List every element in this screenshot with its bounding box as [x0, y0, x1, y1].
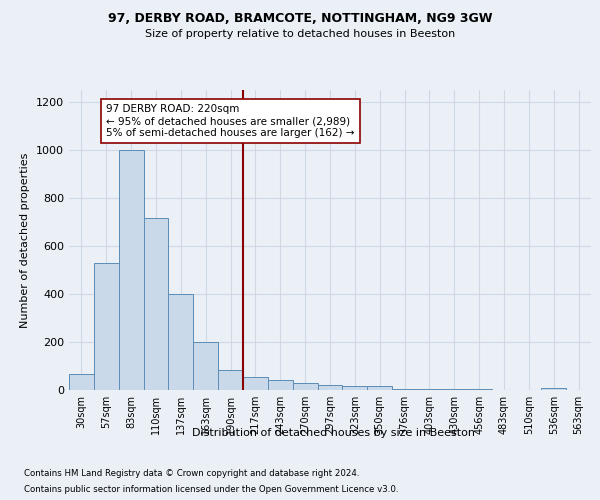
Bar: [392, 389, 417, 390]
Bar: [417, 389, 442, 390]
Text: 97 DERBY ROAD: 220sqm
← 95% of detached houses are smaller (2,989)
5% of semi-de: 97 DERBY ROAD: 220sqm ← 95% of detached …: [106, 104, 355, 138]
Text: Size of property relative to detached houses in Beeston: Size of property relative to detached ho…: [145, 29, 455, 39]
Bar: [442, 389, 467, 390]
Bar: [169, 294, 193, 390]
Bar: [343, 386, 367, 390]
Bar: [218, 370, 243, 390]
Text: Contains public sector information licensed under the Open Government Licence v3: Contains public sector information licen…: [24, 484, 398, 494]
Bar: [317, 385, 343, 390]
Bar: [143, 218, 169, 390]
Bar: [243, 377, 268, 390]
Text: 97, DERBY ROAD, BRAMCOTE, NOTTINGHAM, NG9 3GW: 97, DERBY ROAD, BRAMCOTE, NOTTINGHAM, NG…: [108, 12, 492, 26]
Bar: [268, 380, 293, 390]
Bar: [367, 386, 392, 390]
Bar: [467, 389, 491, 390]
Bar: [293, 383, 317, 390]
Bar: [193, 342, 218, 390]
Bar: [94, 263, 119, 390]
Bar: [69, 374, 94, 390]
Bar: [119, 150, 143, 390]
Text: Distribution of detached houses by size in Beeston: Distribution of detached houses by size …: [191, 428, 475, 438]
Text: Contains HM Land Registry data © Crown copyright and database right 2024.: Contains HM Land Registry data © Crown c…: [24, 470, 359, 478]
Bar: [541, 388, 566, 390]
Y-axis label: Number of detached properties: Number of detached properties: [20, 152, 31, 328]
